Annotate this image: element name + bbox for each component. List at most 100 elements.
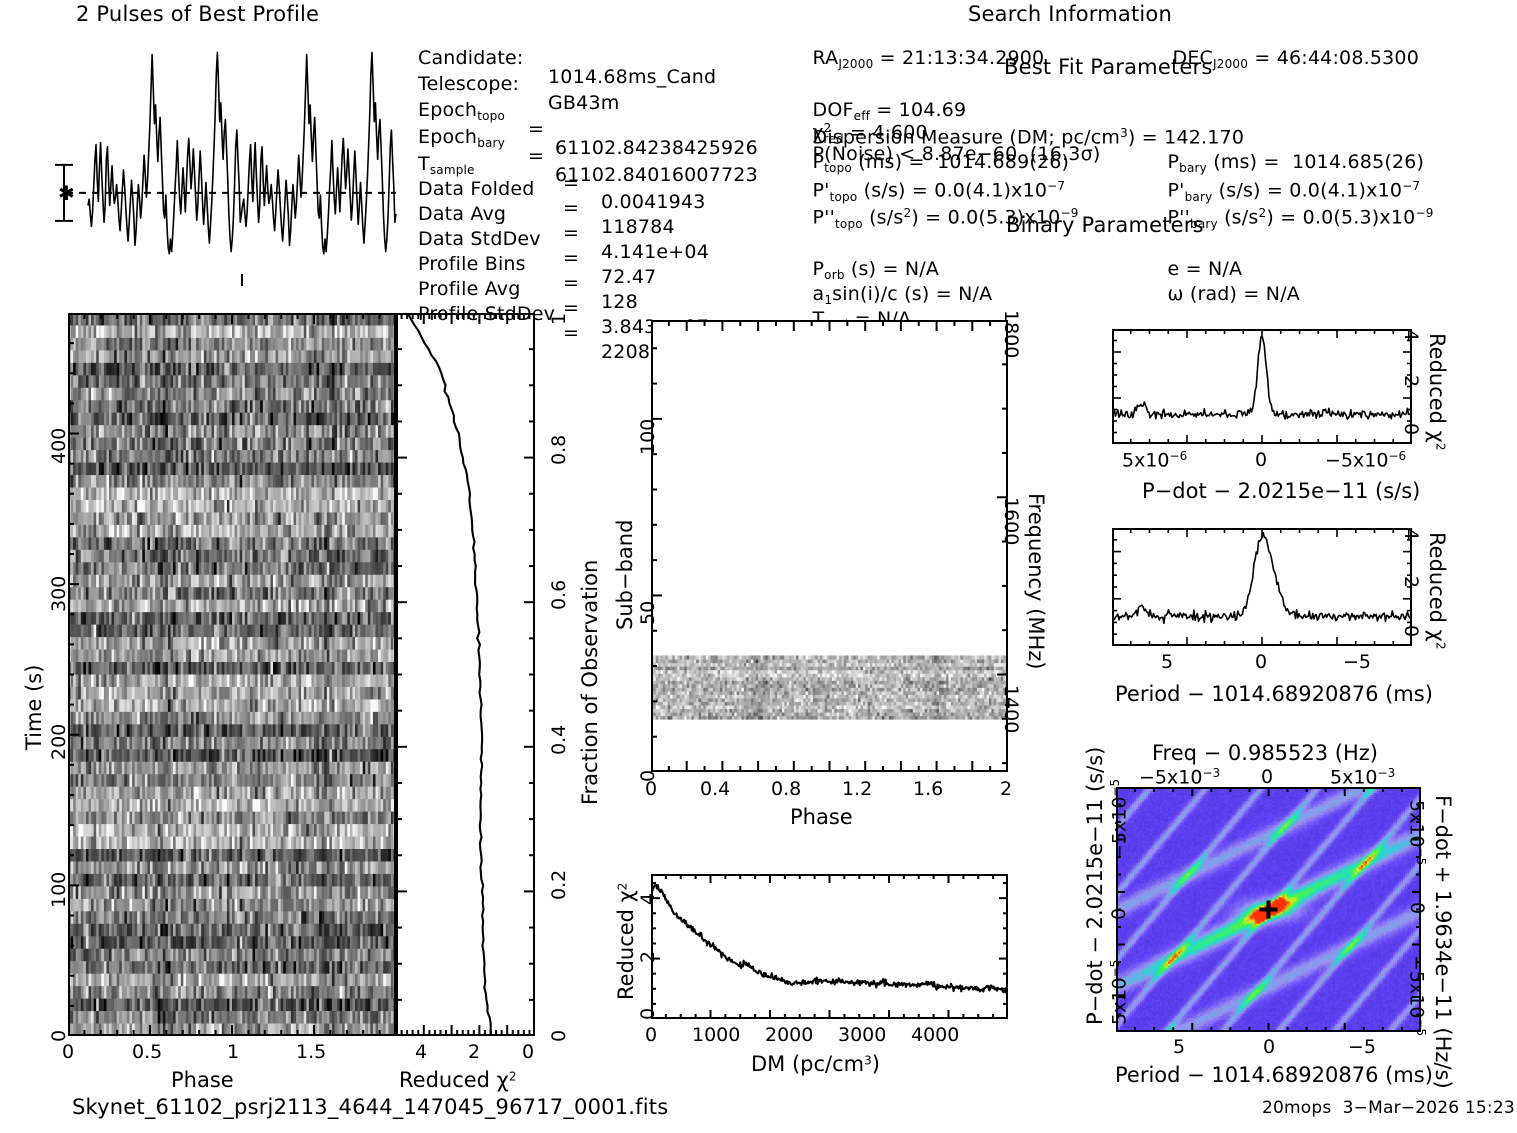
pp-fdot-tick-minus5: −5x10−5 [1405,955,1428,1036]
data-stddev-eq: = [563,249,579,268]
dm-tick-3000: 3000 [838,1024,886,1046]
phase-sub-tick-08: 0.8 [771,778,801,800]
period-axis-label: Period − 1014.68920876 (ms) [1115,682,1433,706]
phase-sub-tick-16: 1.6 [913,778,943,800]
reduced-chi2-vs-fraction-plot [396,313,535,1036]
tsample-eq: = [563,174,579,193]
pp-pdot-tick-minus5: −5x10−5 [1108,779,1131,860]
porb-row: Porb (s) = N/A [800,241,939,282]
data-avg-label: Data Avg [418,205,506,224]
pp-fdot-tick-0: 0 [1406,902,1428,914]
pp-period-axis-label: Period − 1014.68920876 (ms) [1115,1063,1433,1087]
pdot-tick-plus5: 5x10−6 [1122,449,1187,472]
time-vs-phase-plot [68,313,396,1036]
time-tick-100: 100 [48,872,70,908]
period-chi2-tick-2: 2 [1400,576,1422,588]
pdot-bary-row: P'bary (s/s) = 0.0(4.1)x10−7 [1155,161,1420,203]
subband-tick-100: 100 [637,419,659,455]
candidate-label: Candidate: [418,49,524,68]
pddot-bary-row: P''bary (s/s2) = 0.0(5.3)x10−9 [1155,188,1434,230]
data-avg-eq: = [563,224,579,243]
pp-period-tick-0: 0 [1263,1036,1275,1058]
telescope-value: GB43m [548,94,619,113]
reduced-chi2-vs-pdot-plot [1112,329,1412,444]
dm-tick-0: 0 [645,1024,657,1046]
phase-sub-tick-2: 2 [1000,778,1012,800]
dm-chi2-tick-2: 2 [637,951,659,963]
data-avg-value: 4.141e+04 [601,243,709,262]
candidate-info-block: Candidate: 1014.68ms_Cand Telescope: GB4… [418,30,778,362]
epoch-topo-value: 61102.84238425926 [555,139,758,158]
dm-tick-4000: 4000 [911,1024,959,1046]
period-chi2-axis-label: Reduced χ2 [1425,532,1449,649]
tsample-label: Tsample [418,155,475,177]
phase-tick-15: 1.5 [296,1041,326,1063]
profile-bins-label: Profile Bins [418,255,526,274]
subband-vs-phase-plot [651,320,1008,772]
profile-title: 2 Pulses of Best Profile [76,4,319,25]
pdot-chi2-axis-label: Reduced χ2 [1425,333,1449,450]
binary-parameters-title: Binary Parameters [1006,215,1204,236]
dof-chi2-pnoise-row: DOFeff = 104.69 χ2red = 4.600 P(Noise) <… [800,82,1100,164]
epoch-bary-value: 61102.84016007723 [555,166,758,185]
dm-axis-label: DM (pc/cm3) [751,1052,880,1076]
profile-avg-eq: = [563,299,579,318]
data-folded-eq: = [563,199,579,218]
phase-tick-05: 0.5 [132,1041,162,1063]
omega-row: ω (rad) = N/A [1155,266,1300,304]
dec-row: DECJ2000 = 46:44:08.5300 [1160,30,1419,70]
profile-bins-eq: = [563,274,579,293]
dm-tick-2000: 2000 [765,1024,813,1046]
freq-top-tick-minus5: −5x10−3 [1139,766,1220,789]
svg-text:✱: ✱ [58,181,75,205]
dm-chi2-axis-label: Reduced χ2 [614,883,638,1000]
phase-tick-1: 1 [227,1041,239,1063]
pdot-tick-0: 0 [1255,449,1267,471]
pdot-topo-row: P'topo (s/s) = 0.0(4.1)x10−7 [800,161,1065,203]
freq-top-tick-plus5: 5x10−3 [1330,766,1395,789]
freq-top-tick-0: 0 [1261,766,1273,788]
phase-sub-tick-04: 0.4 [700,778,730,800]
pdot-tick-minus5: −5x10−6 [1325,449,1406,472]
best-profile-plot: ✱ [30,28,400,290]
profile-stddev-value: 2208 [601,343,650,362]
subband-tick-50: 50 [637,601,659,625]
pp-period-tick-minus5: −5 [1348,1036,1376,1058]
asini-row: a1sin(i)/c (s) = N/A [800,266,992,307]
search-information-title: Search Information [968,4,1172,25]
epoch-bary-eq: = [528,147,544,166]
frac-tick-08: 0.8 [548,435,570,465]
p-topo-row: Ptopo (ms) = 1014.689(26) [800,134,1069,175]
pdot-chi2-tick-2: 2 [1400,375,1422,387]
pp-fdot-tick-plus5: 5x10−5 [1405,800,1428,865]
period-pdot-plane-plot [1116,787,1421,1032]
epoch-topo-eq: = [528,120,544,139]
freq-tick-1400: 1400 [1000,685,1022,733]
dm-chi2-tick-4: 4 [637,893,659,905]
phase-axis-label-subband: Phase [790,805,853,829]
freq-tick-1600: 1600 [1000,497,1022,545]
data-folded-value: 118784 [601,218,675,237]
eccentricity-row: e = N/A [1155,241,1242,279]
pp-fdot-axis-label: F−dot + 1.9634e−11 (Hz/s) [1431,795,1455,1089]
best-fit-parameters-title: Best Fit Parameters [1004,57,1212,78]
period-tick-0: 0 [1255,651,1267,673]
pp-pdot-tick-plus5: 5x10−5 [1108,960,1131,1025]
period-chi2-tick-4: 4 [1400,528,1422,540]
p-bary-row: Pbary (ms) = 1014.685(26) [1155,134,1424,175]
phase-tick-0: 0 [62,1041,74,1063]
ra-row: RAJ2000 = 21:13:34.2900 [800,30,1044,70]
subband-tick-0: 0 [637,770,659,782]
time-tick-400: 400 [48,428,70,464]
pp-pdot-axis-label: P−dot − 2.0215e−11 (s/s) [1083,747,1107,1025]
pddot-topo-row: P''topo (s/s2) = 0.0(5.3)x10−9 [800,188,1079,230]
profile-avg-label: Profile Avg [418,280,521,299]
tsample-value: 0.0041943 [601,193,706,212]
chi2-tick-2: 2 [468,1041,480,1063]
data-folded-label: Data Folded [418,180,535,199]
profile-stddev-eq: = [563,324,579,343]
candidate-value: 1014.68ms_Cand [548,68,716,87]
time-tick-300: 300 [48,576,70,612]
footer-filename: Skynet_61102_psrj2113_4644_147045_96717_… [72,1097,668,1118]
profile-bins-value: 128 [601,293,638,312]
